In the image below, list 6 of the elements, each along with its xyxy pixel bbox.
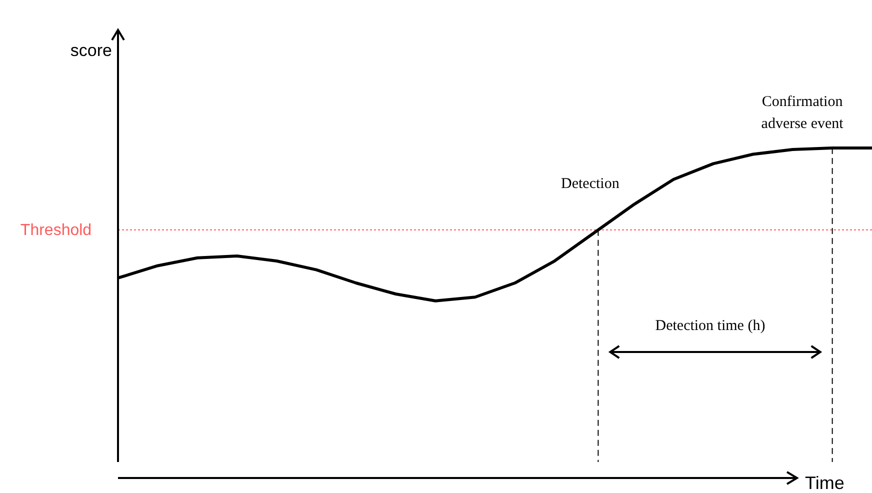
annotation: Detection time (h) [655, 318, 766, 334]
x-axis-title: Time [805, 473, 844, 493]
text: score [70, 41, 112, 60]
annotation: Detection [561, 176, 620, 192]
text: Confirmation adverse event [761, 94, 844, 132]
ref-line-label: Threshold [20, 222, 92, 239]
